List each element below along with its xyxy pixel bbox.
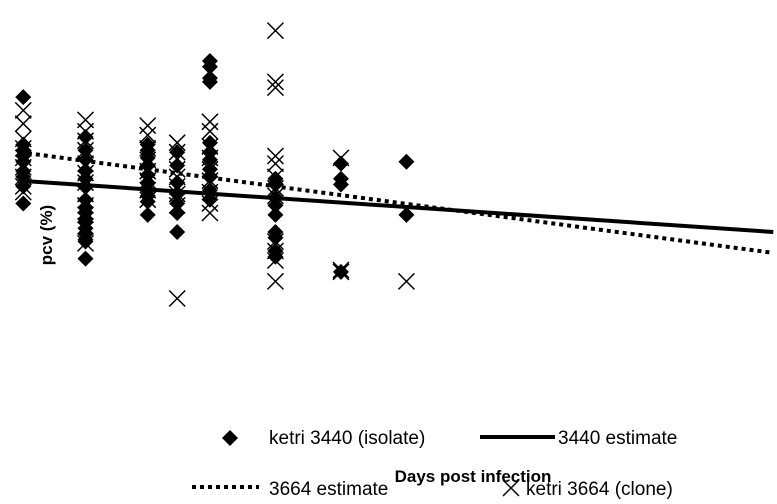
point-ketri-3664 — [14, 168, 32, 186]
point-ketri-3664 — [266, 147, 284, 165]
point-ketri-3440 — [201, 73, 218, 90]
point-ketri-3440 — [201, 134, 218, 151]
legend-item-ketri-3440: ketri 3440 (isolate) — [222, 428, 425, 449]
point-ketri-3664 — [168, 134, 186, 152]
point-ketri-3440 — [201, 58, 218, 75]
point-ketri-3664 — [139, 117, 157, 135]
legend-label-ketri-3664: ketri 3664 (clone) — [526, 479, 673, 500]
point-ketri-3664 — [76, 155, 95, 173]
point-ketri-3664 — [168, 160, 186, 178]
legend-item-3664-estimate: 3664 estimate — [192, 479, 388, 500]
point-ketri-3440 — [139, 157, 156, 174]
legend-item-3440-estimate: 3440 estimate — [480, 428, 677, 449]
point-ketri-3664 — [76, 164, 95, 182]
point-ketri-3664 — [76, 217, 95, 235]
point-ketri-3664 — [201, 204, 219, 222]
point-ketri-3440 — [77, 233, 94, 250]
point-ketri-3664 — [168, 143, 186, 161]
point-ketri-3664 — [266, 79, 284, 97]
point-ketri-3664 — [76, 122, 95, 140]
point-ketri-3664 — [332, 149, 350, 167]
point-ketri-3664 — [76, 234, 95, 252]
point-ketri-3440 — [398, 153, 415, 170]
point-ketri-3664 — [139, 191, 157, 209]
point-ketri-3664 — [14, 149, 32, 167]
point-ketri-3664 — [266, 22, 284, 40]
point-ketri-3440 — [201, 151, 218, 168]
point-ketri-3664 — [76, 132, 95, 150]
point-ketri-3440 — [77, 250, 94, 267]
point-ketri-3664 — [397, 272, 415, 290]
point-ketri-3664 — [168, 177, 186, 195]
point-ketri-3440 — [332, 155, 349, 172]
point-ketri-3440 — [77, 151, 94, 168]
point-ketri-3664 — [201, 122, 219, 140]
point-ketri-3664 — [332, 263, 350, 281]
point-ketri-3440 — [15, 195, 32, 212]
point-ketri-3664 — [139, 162, 157, 180]
legend-label-ketri-3440: ketri 3440 (isolate) — [269, 428, 425, 449]
point-ketri-3440 — [267, 229, 284, 246]
legend-label-3440-estimate: 3440 estimate — [558, 428, 677, 449]
point-ketri-3440 — [169, 157, 186, 174]
point-ketri-3664 — [168, 289, 186, 308]
point-ketri-3664 — [14, 130, 32, 148]
point-ketri-3440 — [332, 176, 349, 193]
point-ketri-3664 — [139, 172, 157, 190]
point-ketri-3664 — [168, 196, 186, 214]
estimate-line-3 — [19, 150, 774, 255]
data-points — [14, 22, 415, 308]
point-ketri-3440 — [169, 195, 186, 212]
legend-item-ketri-3664: ketri 3664 (clone) — [502, 479, 673, 500]
point-ketri-3664 — [76, 141, 95, 159]
point-ketri-3664 — [201, 113, 219, 131]
point-ketri-3440 — [267, 206, 284, 223]
point-ketri-3440 — [169, 205, 186, 221]
point-ketri-3664 — [266, 232, 284, 251]
point-ketri-3664 — [266, 155, 284, 173]
point-ketri-3664 — [266, 179, 284, 197]
point-ketri-3664 — [266, 251, 284, 270]
point-ketri-3664 — [266, 187, 284, 205]
point-ketri-3664 — [266, 272, 284, 290]
point-ketri-3440 — [169, 174, 186, 191]
legend: ketri 3440 (isolate) 3440 estimate 3664 … — [192, 428, 677, 500]
point-ketri-3664 — [76, 196, 95, 214]
point-ketri-3440 — [15, 153, 32, 170]
point-ketri-3664 — [168, 168, 186, 186]
point-ketri-3440 — [201, 182, 218, 199]
point-ketri-3664 — [139, 181, 157, 199]
point-ketri-3664 — [14, 183, 32, 201]
point-ketri-3664 — [14, 101, 32, 119]
estimate-line-2 — [19, 178, 774, 234]
point-ketri-3664 — [201, 194, 219, 213]
point-ketri-3440 — [139, 206, 156, 223]
point-ketri-3664 — [139, 126, 157, 144]
point-ketri-3664 — [14, 115, 32, 133]
legend-label-3664-estimate: 3664 estimate — [269, 479, 388, 500]
point-ketri-3440 — [139, 193, 156, 210]
estimate-lines — [19, 150, 774, 255]
point-ketri-3664 — [14, 139, 32, 157]
point-ketri-3664 — [332, 261, 350, 279]
point-ketri-3664 — [14, 177, 32, 195]
y-axis-label: pcv (%) — [37, 205, 56, 265]
point-ketri-3440 — [267, 197, 284, 214]
point-ketri-3440 — [398, 206, 415, 223]
legend-x-marker — [502, 479, 520, 497]
point-ketri-3664 — [266, 73, 284, 91]
x-axis-label: Days post infection — [395, 467, 552, 486]
point-ketri-3664 — [14, 158, 32, 176]
point-ketri-3440 — [267, 248, 284, 265]
point-ketri-3440 — [77, 129, 94, 145]
point-ketri-3440 — [15, 89, 32, 106]
point-ketri-3664 — [266, 242, 284, 260]
point-ketri-3440 — [169, 224, 186, 240]
legend-diamond-marker — [222, 430, 238, 446]
